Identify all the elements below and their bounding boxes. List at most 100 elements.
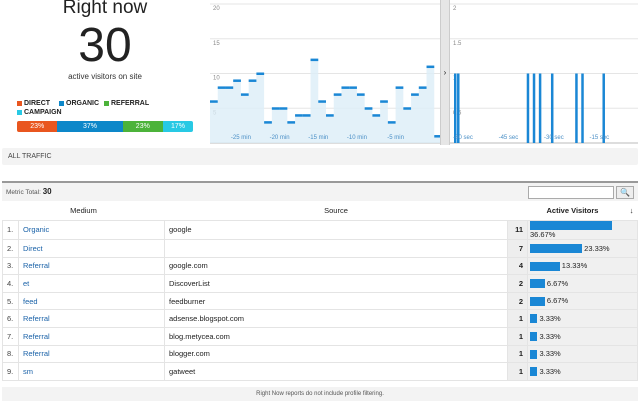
bar [454, 73, 457, 143]
y-tick-label: 10 [213, 76, 220, 82]
seconds-chart: 0.511.52-60 sec-45 sec-30 sec-15 sec [450, 3, 638, 144]
metric-total-value: 30 [42, 187, 52, 196]
percent-label: 3.33% [539, 313, 561, 323]
source-cell: blog.metycea.com [164, 326, 508, 346]
data-point [240, 93, 249, 96]
bar [581, 73, 584, 143]
bar [532, 73, 536, 143]
source-cell: gatweet [164, 362, 508, 381]
x-tick-label: -5 min [387, 135, 404, 141]
sort-down-arrow-icon: ↓ [629, 205, 634, 215]
row-number: 3. [2, 256, 19, 276]
data-point [302, 114, 311, 117]
row-number: 4. [2, 274, 19, 293]
legend-label: ORGANIC [66, 100, 100, 107]
column-header-label: Active Visitors [546, 205, 599, 215]
all-traffic-header: ALL TRAFFIC [2, 148, 638, 165]
percent-bar [530, 314, 538, 324]
medium-link[interactable]: Referral [18, 326, 165, 346]
y-tick-label: 20 [213, 6, 220, 12]
medium-link[interactable]: Direct [18, 239, 165, 258]
legend-item-direct: DIRECT [17, 100, 50, 107]
active-visitors-subtitle: active visitors on site [68, 72, 142, 81]
bar [457, 73, 460, 143]
percent-cell: 3.33% [527, 326, 638, 346]
data-point [271, 107, 280, 110]
medium-link[interactable]: Referral [18, 344, 165, 364]
percent-bar [530, 261, 560, 271]
x-tick-label: -10 min [347, 135, 367, 141]
percent-cell: 3.33% [527, 344, 638, 364]
data-point [341, 86, 350, 89]
chart-toggle-chevron-icon[interactable]: › [440, 0, 450, 145]
x-tick-label: -60 sec [453, 135, 473, 141]
percent-label: 36.67% [530, 230, 556, 240]
row-number: 5. [2, 291, 19, 311]
source-cell: google.com [164, 256, 508, 276]
table-row: 6. Referral adsense.blogspot.com 1 3.33% [2, 309, 638, 328]
legend-label: DIRECT [24, 100, 51, 107]
column-header-medium[interactable]: Medium [2, 201, 165, 220]
row-number: 6. [2, 309, 19, 328]
column-header-source[interactable]: Source [164, 201, 508, 220]
data-point [403, 107, 412, 110]
column-header-active-visitors[interactable]: Active Visitors ↓ [507, 201, 638, 220]
medium-link[interactable]: feed [18, 291, 165, 311]
row-number: 7. [2, 326, 19, 346]
row-number: 9. [2, 362, 19, 381]
source-cell: DiscoverList [164, 274, 508, 293]
percent-label: 23.33% [584, 243, 610, 253]
data-point [256, 72, 265, 75]
percent-cell: 3.33% [527, 309, 638, 328]
data-point [310, 58, 319, 62]
y-tick-label: 15 [213, 41, 220, 47]
percent-cell: 3.33% [527, 362, 638, 381]
table-search-input[interactable] [528, 186, 614, 199]
y-tick-label: 2 [453, 6, 457, 12]
data-point [225, 86, 234, 89]
medium-link[interactable]: Referral [18, 256, 165, 276]
x-tick-label: -15 min [308, 135, 328, 141]
data-point [356, 93, 365, 96]
x-tick-label: -20 min [270, 135, 290, 141]
source-cell [164, 239, 508, 258]
percent-bar [530, 367, 538, 377]
metric-total-label: Metric Total: [6, 189, 41, 196]
percent-bar [530, 296, 545, 306]
medium-link[interactable]: Organic [18, 219, 165, 241]
percent-cell: 23.33% [527, 239, 638, 258]
visitor-count: 4 [507, 256, 528, 276]
legend-item-campaign: CAMPAIGN [17, 109, 62, 116]
source-cell: feedburner [164, 291, 508, 311]
medium-link[interactable]: et [18, 274, 165, 293]
x-tick-label: -30 sec [544, 135, 564, 141]
row-number: 1. [2, 219, 19, 241]
legend-swatch [104, 101, 109, 106]
legend-item-organic: ORGANIC [59, 100, 99, 107]
data-point [380, 100, 388, 103]
search-icon[interactable]: 🔍 [616, 186, 634, 199]
active-visitor-count: 30 [78, 19, 132, 72]
data-point [395, 86, 404, 89]
data-point [434, 135, 442, 138]
percent-bar [530, 221, 612, 231]
medium-link[interactable]: Referral [18, 309, 165, 328]
share-segment: 37% [57, 121, 123, 132]
percent-bar [530, 332, 538, 342]
source-cell: adsense.blogspot.com [164, 309, 508, 328]
minutes-chart: 5101520-25 min-20 min-15 min-10 min-5 mi… [210, 3, 442, 144]
data-point [349, 86, 357, 89]
share-segment: 23% [122, 121, 164, 132]
data-point [210, 100, 218, 103]
percent-bar [530, 244, 583, 254]
x-tick-label: -45 sec [499, 135, 519, 141]
table-row: 8. Referral blogger.com 1 3.33% [2, 344, 638, 364]
legend-label: CAMPAIGN [24, 109, 62, 116]
visitor-count: 1 [507, 309, 528, 328]
traffic-table: Metric Total: 30 🔍 Medium Source Active … [2, 181, 638, 381]
data-point [264, 121, 272, 124]
medium-link[interactable]: sm [18, 362, 165, 381]
row-number: 2. [2, 239, 19, 258]
percent-label: 6.67% [546, 278, 569, 288]
data-point [318, 100, 326, 103]
